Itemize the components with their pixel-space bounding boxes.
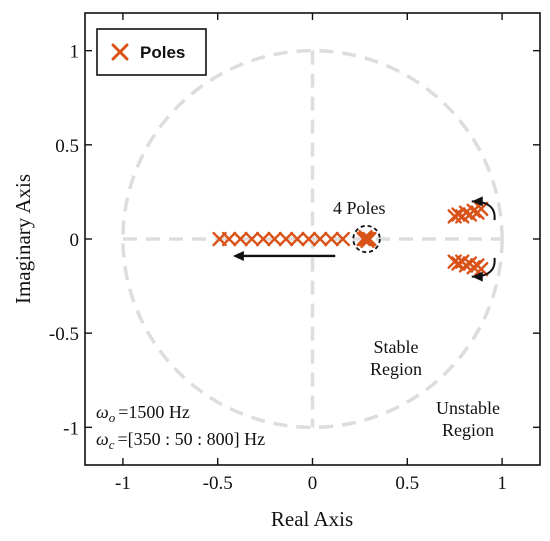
tick-layer: -1 -0.5 0 0.5 1 1 0.5 0 -0.5 -1: [49, 13, 540, 494]
plot-frame: [84, 12, 541, 466]
y-tick-label: 1: [70, 42, 80, 63]
unstable-region-label-2: Region: [442, 420, 494, 440]
pole-marker: [358, 229, 373, 245]
y-tick-label: -1: [63, 418, 79, 439]
legend-label: Poles: [140, 43, 185, 62]
x-tick-label: 1: [497, 473, 507, 494]
stable-region-label-1: Stable: [374, 337, 419, 357]
four-poles-circle: [352, 224, 381, 254]
legend: Poles: [96, 28, 207, 76]
pole-marker: [290, 231, 305, 247]
pole-marker: [312, 231, 328, 247]
unit-circle-layer: [121, 48, 504, 430]
pole-marker: [301, 231, 316, 247]
rotation-arrow-head: [471, 196, 483, 207]
pole-marker: [221, 231, 237, 247]
x-tick-label: -0.5: [203, 473, 233, 494]
pole-marker: [233, 231, 248, 247]
pole-marker: [474, 261, 489, 277]
four-poles-label: 4 Poles: [333, 198, 386, 218]
pole-marker: [267, 231, 282, 247]
omega-o-param: ωo =1500 Hz: [96, 402, 190, 425]
x-tick-label: -1: [115, 473, 131, 494]
y-tick-label: 0: [70, 230, 80, 251]
pole-marker: [324, 231, 339, 247]
pole-marker: [278, 231, 294, 247]
x-tick-label: 0: [308, 473, 318, 494]
stable-region-label-2: Region: [370, 359, 422, 379]
legend-box: [96, 28, 207, 76]
legend-x-icon: [111, 43, 129, 61]
pole-marker: [360, 233, 375, 249]
unstable-region-label-1: Unstable: [436, 398, 500, 418]
direction-arrow-head: [232, 250, 244, 261]
pole-marker: [244, 231, 260, 247]
omega-c-param: ωc =[350 : 50 : 800] Hz: [96, 429, 265, 452]
x-axis-title: Real Axis: [271, 507, 353, 531]
arrow-layer: [232, 196, 496, 282]
y-tick-label: 0.5: [55, 136, 79, 157]
y-axis-title: Imaginary Axis: [11, 174, 35, 304]
pole-marker: [256, 231, 271, 247]
pole-markers: [212, 201, 489, 277]
pole-marker: [335, 231, 351, 247]
rotation-arrow-head: [471, 271, 483, 282]
pole-marker: [474, 201, 489, 217]
y-tick-label: -0.5: [49, 324, 79, 345]
x-tick-label: 0.5: [395, 473, 419, 494]
